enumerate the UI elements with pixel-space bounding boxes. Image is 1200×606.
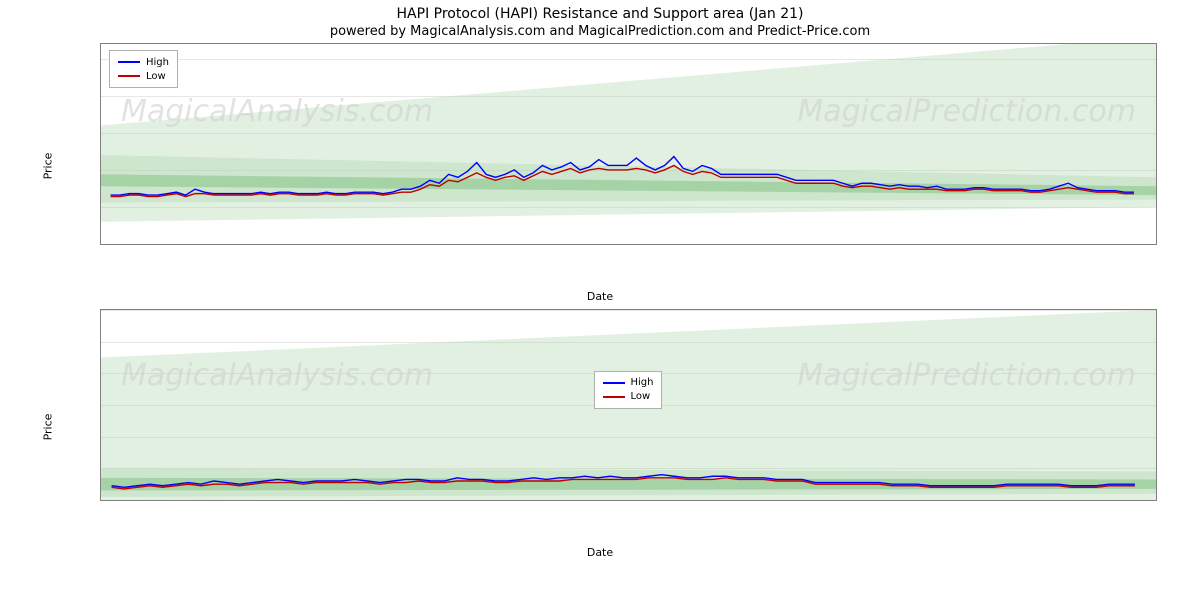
chart-title: HAPI Protocol (HAPI) Resistance and Supp… [0,6,1200,22]
chart-top-wrap: Price -2502550751002023-072023-092023-11… [20,43,1180,288]
xtick-mark [132,500,133,501]
legend-label: High [146,57,169,68]
plot-area-bottom: 0204060801001202024-11-012024-11-152024-… [100,309,1157,501]
legend-item: Low [603,390,654,404]
xtick-mark [927,244,928,245]
figure: HAPI Protocol (HAPI) Resistance and Supp… [0,6,1200,606]
xlabel-top: Date [0,290,1200,303]
legend-swatch [118,61,140,63]
xtick-mark [728,244,729,245]
chart-bottom-wrap: Price 0204060801001202024-11-012024-11-1… [20,309,1180,544]
xtick-mark [1027,244,1028,245]
legend-swatch [118,75,140,77]
xtick-mark [429,244,430,245]
xtick-mark [297,500,298,501]
xtick-mark [329,244,330,245]
chart-subtitle: powered by MagicalAnalysis.com and Magic… [0,24,1200,39]
xtick-mark [229,244,230,245]
legend-label: Low [631,391,651,402]
xtick-mark [827,244,828,245]
xtick-mark [628,244,629,245]
legend-item: High [118,55,169,69]
xtick-mark [528,244,529,245]
ylabel-bottom: Price [42,413,55,440]
xtick-mark [959,500,960,501]
xtick-mark [463,500,464,501]
legend: High Low [594,371,663,409]
legend-item: Low [118,69,169,83]
legend-label: Low [146,71,166,82]
legend-swatch [603,396,625,398]
xtick-mark [628,500,629,501]
legend-item: High [603,376,654,390]
xlabel-bottom: Date [0,546,1200,559]
gridline [101,244,1156,245]
svg-layer [101,44,1156,244]
xtick-mark [1127,244,1128,245]
xtick-mark [129,244,130,245]
xtick-mark [1124,500,1125,501]
gridline [101,500,1156,501]
legend: High Low [109,50,178,88]
ylabel-top: Price [42,152,55,179]
plot-area-top: -2502550751002023-072023-092023-112024-0… [100,43,1157,245]
xtick-mark [793,500,794,501]
legend-swatch [603,382,625,384]
legend-label: High [631,377,654,388]
